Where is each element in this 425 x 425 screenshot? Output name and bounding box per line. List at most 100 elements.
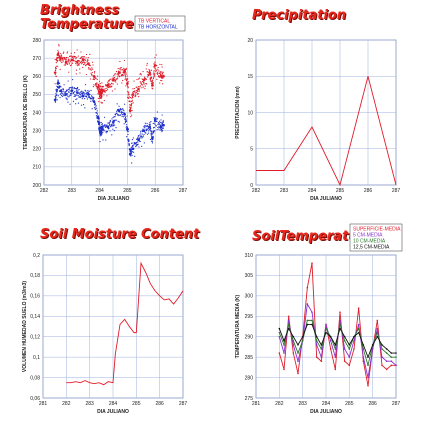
soil_moisture-series-line	[66, 261, 184, 386]
brightness-point	[121, 82, 123, 84]
soil_moisture-y-tick-label: 0,16	[30, 294, 40, 300]
brightness-point	[138, 77, 141, 79]
brightness-point	[55, 67, 57, 70]
brightness-point	[150, 69, 152, 71]
soil_temperature-point	[325, 323, 327, 326]
brightness-point	[98, 89, 100, 91]
brightness-point	[98, 80, 101, 83]
brightness-point	[102, 139, 104, 141]
brightness-point	[80, 95, 82, 97]
brightness-point	[109, 124, 111, 126]
brightness-point	[126, 82, 129, 85]
brightness-point	[142, 86, 145, 88]
brightness-point	[79, 94, 81, 96]
brightness-point	[92, 86, 94, 88]
brightness-point	[99, 133, 101, 136]
brightness-point	[141, 87, 143, 89]
brightness-point	[154, 61, 156, 63]
soil_moisture-y-tick-label: 0,1	[33, 355, 40, 361]
brightness-point	[72, 57, 75, 59]
soil_temperature-point	[367, 384, 369, 387]
brightness-point	[55, 69, 57, 72]
brightness-point	[143, 76, 146, 78]
brightness-point	[55, 92, 57, 95]
brightness-point	[67, 63, 69, 65]
soil_temperature-point	[301, 340, 304, 342]
brightness-point	[99, 122, 101, 124]
brightness-point	[91, 74, 93, 76]
brightness-point	[128, 109, 132, 112]
brightness-point	[140, 74, 142, 76]
brightness-point	[101, 82, 103, 84]
brightness-point	[62, 93, 64, 95]
brightness-point	[155, 68, 157, 70]
brightness-point	[111, 90, 114, 92]
brightness-point	[79, 96, 81, 98]
precipitation-y-tick-label: 5	[250, 147, 253, 153]
brightness-point	[153, 131, 155, 134]
brightness-point	[64, 93, 68, 96]
brightness-point	[162, 123, 165, 127]
brightness-point	[55, 88, 58, 90]
soil_temperature-point	[343, 348, 346, 350]
brightness-point	[96, 78, 98, 81]
brightness-point	[110, 78, 112, 80]
brightness-point	[121, 115, 123, 117]
brightness-point	[147, 125, 149, 128]
brightness-point	[152, 132, 154, 134]
brightness-point	[74, 55, 76, 58]
brightness-point	[96, 85, 98, 87]
brightness-point	[105, 132, 107, 134]
brightness-point	[104, 88, 106, 90]
brightness-point	[56, 53, 60, 56]
soil_temperature-point	[306, 286, 309, 289]
brightness-point	[90, 100, 92, 102]
brightness-point	[69, 61, 71, 63]
brightness-point	[80, 51, 82, 53]
brightness-point	[95, 105, 97, 107]
brightness-point	[145, 78, 148, 81]
soil_temperature-point	[334, 368, 337, 371]
brightness-point	[142, 78, 146, 82]
brightness-point	[104, 90, 106, 92]
brightness-point	[83, 63, 85, 66]
brightness-point	[57, 65, 59, 67]
brightness-point	[109, 84, 111, 86]
brightness-point	[149, 74, 151, 76]
brightness-point	[130, 114, 133, 116]
soil_temperature-y-tick-label: 305	[245, 273, 254, 279]
brightness-point	[131, 99, 133, 101]
brightness-point	[142, 128, 144, 130]
brightness-point	[135, 143, 137, 145]
brightness-point	[103, 89, 105, 91]
brightness-point	[75, 88, 77, 90]
brightness-point	[150, 76, 153, 79]
brightness-point	[149, 124, 151, 126]
soil_temperature-point	[395, 364, 397, 367]
brightness-point	[151, 140, 153, 143]
brightness-x-tick-label: 283	[68, 188, 77, 194]
brightness-point	[159, 120, 161, 122]
brightness-point	[136, 144, 138, 147]
soil_temperature-point	[287, 323, 290, 326]
brightness-point	[161, 64, 163, 66]
brightness-point	[134, 90, 136, 92]
brightness-point	[116, 77, 119, 79]
brightness-point	[109, 121, 111, 123]
brightness-point	[124, 75, 126, 77]
brightness-point	[155, 117, 157, 119]
brightness-point	[67, 58, 70, 60]
brightness-point	[123, 111, 125, 113]
precipitation-y-tick-label: 15	[247, 74, 253, 80]
brightness-point	[103, 116, 106, 118]
soil_temperature-point	[334, 356, 337, 358]
precipitation-x-tick-label: 284	[308, 188, 317, 194]
brightness-y-tick-label: 250	[33, 92, 42, 98]
brightness-x-tick-label: 287	[179, 188, 188, 194]
brightness-point	[128, 152, 132, 156]
brightness-point	[86, 98, 89, 100]
soil_moisture-y-tick-label: 0,12	[30, 335, 40, 341]
brightness-point	[69, 103, 71, 105]
brightness-point	[108, 80, 110, 82]
brightness-point	[123, 69, 126, 73]
